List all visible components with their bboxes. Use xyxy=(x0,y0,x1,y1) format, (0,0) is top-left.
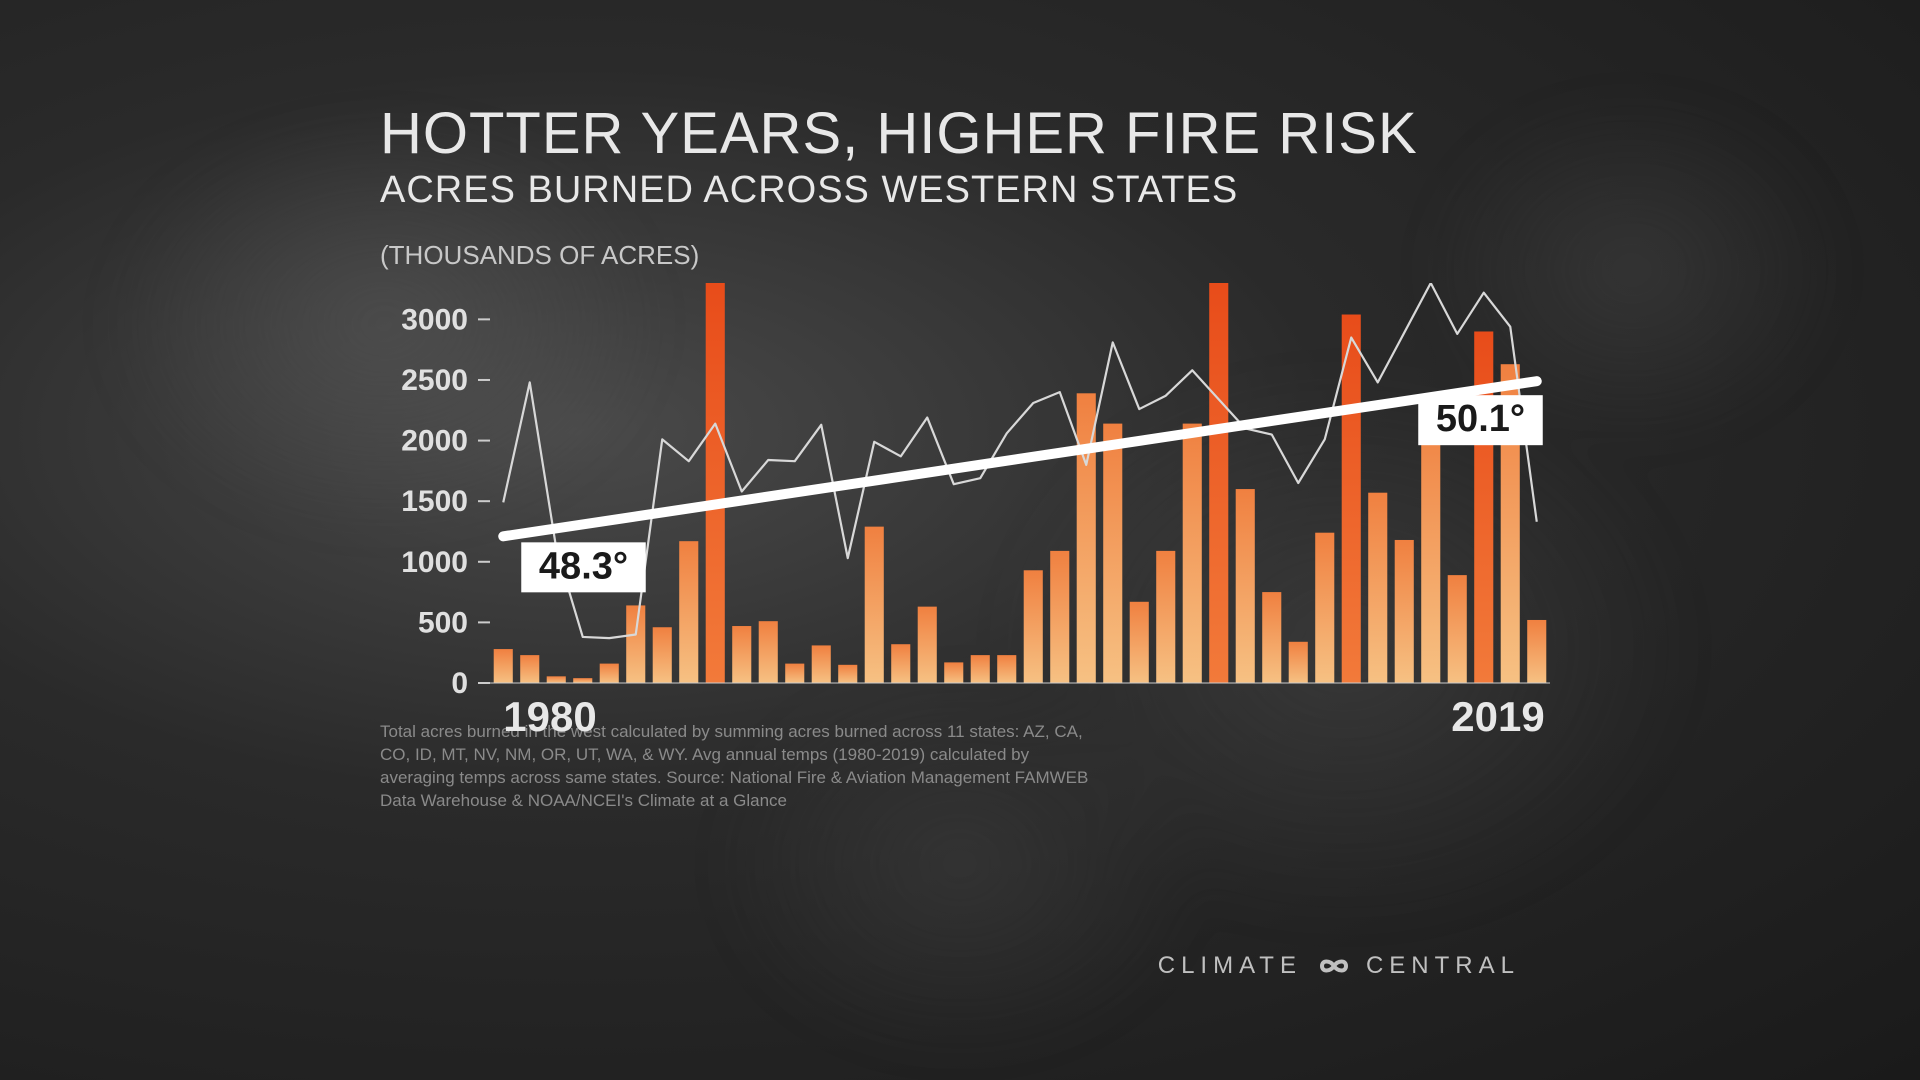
brand-text-left: CLIMATE xyxy=(1158,952,1302,980)
svg-text:2019: 2019 xyxy=(1451,693,1544,740)
svg-text:500: 500 xyxy=(418,606,468,639)
svg-text:2500: 2500 xyxy=(401,364,468,397)
chart-area: 05001000150020002500300048.3°50.1°198020… xyxy=(380,283,1560,703)
svg-text:3000: 3000 xyxy=(401,303,468,336)
svg-text:1500: 1500 xyxy=(401,485,468,518)
svg-text:1980: 1980 xyxy=(503,693,596,740)
chart-title: HOTTER YEARS, HIGHER FIRE RISK xyxy=(380,100,1560,167)
chart-subtitle: ACRES BURNED ACROSS WESTERN STATES xyxy=(380,169,1560,212)
svg-text:0: 0 xyxy=(451,667,468,700)
svg-text:50.1°: 50.1° xyxy=(1436,398,1525,440)
brand-logo: CLIMATE CENTRAL xyxy=(1158,952,1520,980)
y-axis-label: (THOUSANDS OF ACRES) xyxy=(380,240,1560,271)
chart-svg: 0 500 1000 1500 2000 2500 3000 48.3° 50.1° 1980 20… xyxy=(380,283,1560,743)
svg-text:2000: 2000 xyxy=(401,425,468,458)
svg-text:1000: 1000 xyxy=(401,546,468,579)
infinity-icon xyxy=(1310,952,1358,980)
brand-text-right: CENTRAL xyxy=(1366,952,1520,980)
svg-text:48.3°: 48.3° xyxy=(539,545,628,587)
